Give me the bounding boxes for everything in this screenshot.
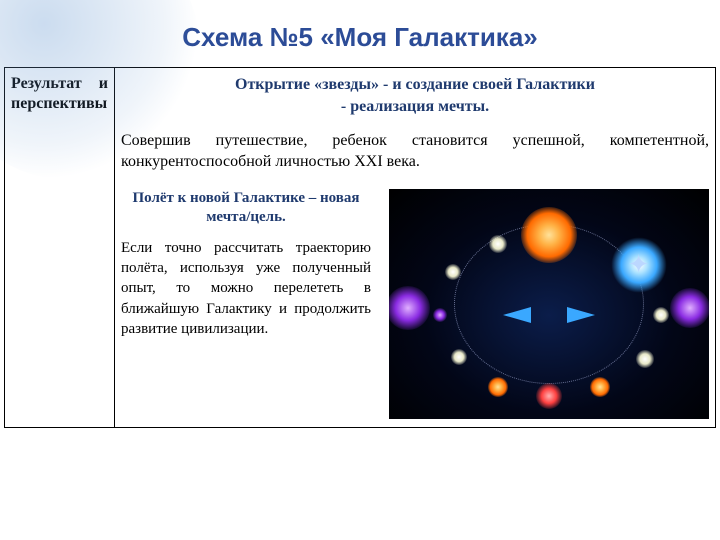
star-7	[451, 349, 467, 365]
star-6	[488, 377, 508, 397]
content-table-wrap: Результат и перспективы Открытие «звезды…	[0, 67, 720, 428]
nebula-0	[389, 286, 430, 330]
body-paragraph: Совершив путешествие, ребенок становится…	[121, 131, 709, 173]
inward-arrow-0	[503, 307, 531, 323]
star-8	[433, 308, 447, 322]
table-row: Результат и перспективы Открытие «звезды…	[5, 68, 716, 428]
row-header-cell: Результат и перспективы	[5, 68, 115, 428]
discovery-heading: Открытие «звезды» - и создание своей Гал…	[121, 74, 709, 117]
star-2	[653, 307, 669, 323]
row-body-cell: Открытие «звезды» - и создание своей Гал…	[115, 68, 716, 428]
star-3	[636, 350, 654, 368]
page-title: Схема №5 «Моя Галактика»	[0, 0, 720, 67]
heading-line-2: - реализация мечты.	[341, 98, 489, 115]
heading-line-1: Открытие «звезды» - и создание своей Гал…	[235, 76, 595, 93]
star-5	[536, 383, 562, 409]
flight-paragraph: Если точно рассчитать траекторию полёта,…	[121, 238, 371, 339]
galaxy-illustration: ✦	[389, 189, 709, 419]
content-table: Результат и перспективы Открытие «звезды…	[4, 67, 716, 428]
star-10	[489, 235, 507, 253]
star-9	[445, 264, 461, 280]
flight-text-column: Полёт к новой Галактике – новая мечта/це…	[121, 189, 371, 419]
star-flare-icon: ✦	[628, 250, 650, 280]
star-0	[521, 207, 577, 263]
two-column-block: Полёт к новой Галактике – новая мечта/це…	[121, 189, 709, 419]
nebula-1	[670, 288, 709, 328]
star-4	[590, 377, 610, 397]
flight-subheading: Полёт к новой Галактике – новая мечта/це…	[121, 189, 371, 228]
inward-arrow-1	[567, 307, 595, 323]
